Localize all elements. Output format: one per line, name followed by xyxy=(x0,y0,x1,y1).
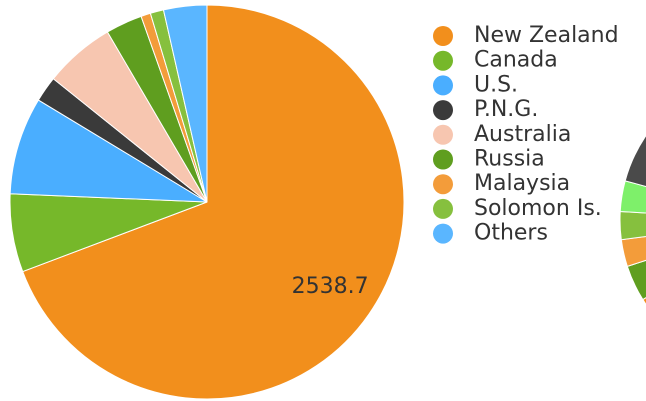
legend-swatch xyxy=(433,75,453,96)
pie-slice xyxy=(619,210,646,241)
legend-label: Malaysia xyxy=(474,171,570,196)
legend-swatch xyxy=(433,100,453,121)
legend-label: Others xyxy=(474,221,548,246)
legend-swatch xyxy=(433,198,453,219)
legend-swatch xyxy=(433,149,453,170)
data-label: 2538.7 xyxy=(292,274,369,299)
legend-label: New Zealand xyxy=(474,23,619,48)
pie-slice xyxy=(624,134,646,188)
legend-swatch xyxy=(433,223,453,244)
legend-swatch xyxy=(433,50,453,71)
legend-swatch xyxy=(433,26,453,46)
legend-label: Solomon Is. xyxy=(474,196,602,221)
legend-label: Canada xyxy=(474,48,558,73)
legend-swatch xyxy=(433,124,453,145)
legend-label: Russia xyxy=(474,147,545,172)
pie-slice xyxy=(162,4,208,203)
legend-label: Australia xyxy=(474,122,571,147)
legend-swatch xyxy=(433,174,453,195)
legend-label: P.N.G. xyxy=(474,97,538,122)
pie-slice xyxy=(9,99,208,203)
pie-slice xyxy=(22,4,405,400)
legend-label: U.S. xyxy=(474,72,518,97)
